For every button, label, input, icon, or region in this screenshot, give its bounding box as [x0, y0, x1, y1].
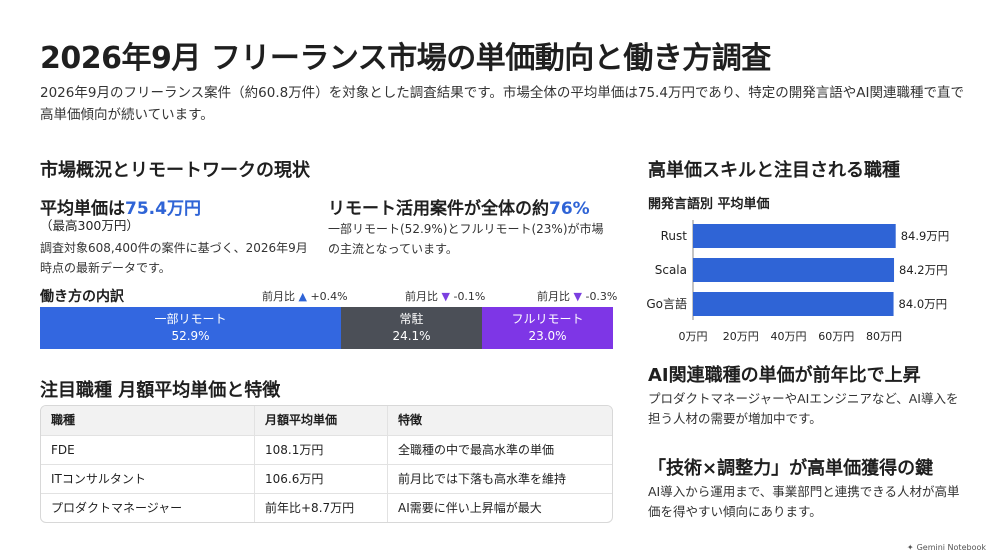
x-tick-label: 60万円 [818, 330, 854, 343]
footer-brand: ✦ Gemini Notebook [907, 543, 986, 552]
avg-price-max: （最高300万円） [40, 218, 139, 233]
work-style-stacked-bar: 一部リモート 52.9% 常駐 24.1% フルリモート 23.0% [40, 307, 613, 349]
up-arrow-icon: ▲ [298, 290, 307, 303]
down-arrow-icon: ▼ [573, 290, 582, 303]
table-cell: 前年比+8.7万円 [254, 494, 387, 522]
category-label: Rust [661, 229, 688, 243]
bar-rust [693, 224, 896, 248]
market-heading: 市場概況とリモートワークの現状 [40, 160, 310, 181]
bar-scala [693, 258, 895, 282]
avg-price-note: 調査対象608,400件の案件に基づく、2026年9月時点の最新データです。 [40, 241, 308, 275]
table-header-cell: 特徴 [387, 406, 612, 435]
avg-price-value: 75.4万円 [125, 199, 201, 219]
table-cell: 108.1万円 [254, 436, 387, 464]
table-cell: FDE [51, 443, 75, 457]
x-tick-label: 80万円 [866, 330, 902, 343]
ai-section-text: プロダクトマネージャーやAIエンジニアなど、AI導入を担う人材の需要が増加中です… [648, 391, 959, 426]
category-label: Scala [655, 263, 687, 277]
avg-price-heading: 平均単価は75.4万円 [40, 194, 201, 219]
x-tick-label: 40万円 [771, 330, 807, 343]
key-section-text: AI導入から運用まで、事業部門と連携できる人材が高単価を得やすい傾向にあります。 [648, 484, 960, 519]
mom-change-onsite: 前月比 ▼ -0.1% [405, 290, 486, 303]
value-label: 84.9万円 [901, 229, 950, 243]
chart-title: 開発言語別 平均単価 [648, 197, 770, 212]
mom-change-full-remote: 前月比 ▼ -0.3% [537, 290, 618, 303]
footer-brand-label: Gemini Notebook [916, 543, 986, 552]
segment-full-remote: フルリモート 23.0% [482, 307, 613, 349]
table-row: プロダクトマネージャー 前年比+8.7万円 AI需要に伴い上昇幅が最大 [41, 493, 612, 522]
table-cell: 前月比では下落も高水準を維持 [387, 465, 612, 493]
table-cell: ITコンサルタント [51, 472, 146, 486]
page-description: 2026年9月のフリーランス案件（約60.8万件）を対象とした調査結果です。市場… [40, 85, 964, 123]
table-header-cell: 月額平均単価 [254, 406, 387, 435]
x-tick-label: 0万円 [679, 330, 708, 343]
sparkle-icon: ✦ [906, 543, 914, 552]
category-label: Go言語 [646, 296, 687, 311]
value-label: 84.2万円 [899, 263, 948, 277]
value-label: 84.0万円 [899, 297, 948, 311]
table-header-cell: 職種 [51, 413, 76, 427]
mom-change-partial-remote: 前月比 ▲ +0.4% [262, 290, 348, 303]
table-cell: 全職種の中で最高水準の単価 [387, 436, 612, 464]
jobs-table: 職種 月額平均単価 特徴 FDE 108.1万円 全職種の中で最高水準の単価 I… [40, 405, 613, 523]
table-row: FDE 108.1万円 全職種の中で最高水準の単価 [41, 435, 612, 464]
ai-section-heading: AI関連職種の単価が前年比で上昇 [648, 365, 921, 386]
table-row: ITコンサルタント 106.6万円 前月比では下落も高水準を維持 [41, 464, 612, 493]
jobs-heading: 注目職種 月額平均単価と特徴 [40, 380, 281, 401]
x-tick-label: 20万円 [723, 330, 759, 343]
segment-partial-remote: 一部リモート 52.9% [40, 307, 341, 349]
remote-note: 一部リモート(52.9%)とフルリモート(23%)が市場の主流となっています。 [328, 222, 604, 256]
skills-heading: 高単価スキルと注目される職種 [648, 160, 900, 181]
down-arrow-icon: ▼ [441, 290, 450, 303]
page-title: 2026年9月 フリーランス市場の単価動向と働き方調査 [40, 41, 771, 76]
table-cell: プロダクトマネージャー [51, 501, 183, 515]
table-header-row: 職種 月額平均単価 特徴 [41, 406, 612, 435]
key-section-heading: 「技術×調整力」が高単価獲得の鍵 [648, 458, 934, 479]
remote-prefix: リモート活用案件が全体の約 [328, 199, 549, 219]
table-cell: 106.6万円 [254, 465, 387, 493]
language-price-bar-chart: Rust 84.9万円 Scala 84.2万円 Go言語 84.0万円 0万円 20万円 40… [646, 220, 950, 343]
work-style-heading: 働き方の内訳 [40, 289, 124, 305]
avg-price-prefix: 平均単価は [40, 199, 125, 219]
remote-heading: リモート活用案件が全体の約76% [328, 194, 590, 219]
table-cell: AI需要に伴い上昇幅が最大 [387, 494, 612, 522]
segment-onsite: 常駐 24.1% [341, 307, 482, 349]
bar-go言語 [693, 292, 894, 316]
remote-value: 76% [549, 199, 590, 219]
